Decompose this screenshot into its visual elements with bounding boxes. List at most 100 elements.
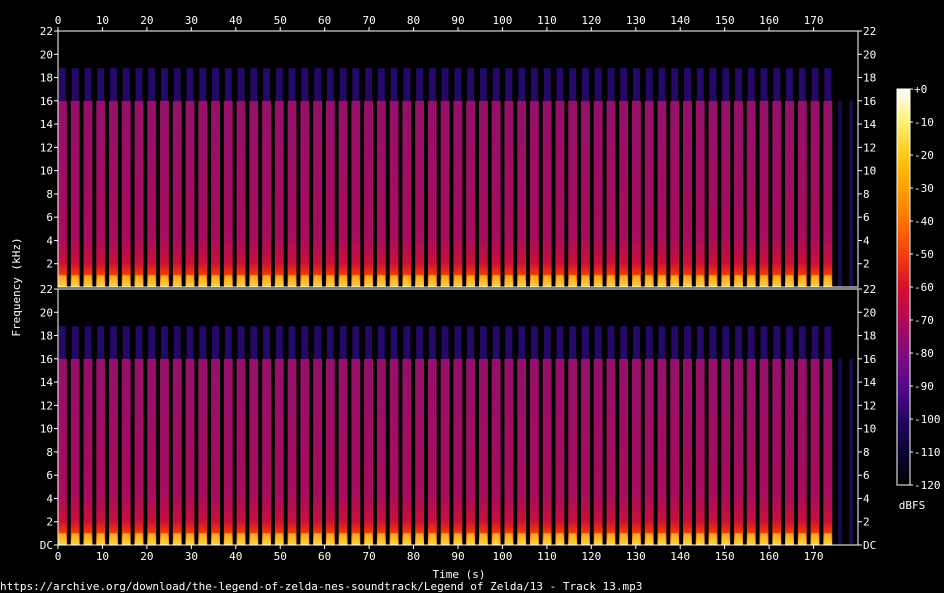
- pulse-upper-band: [122, 326, 130, 359]
- pulse-upper-band: [224, 68, 232, 101]
- pulse-upper-band: [798, 326, 806, 359]
- pulse-core: [709, 533, 717, 545]
- pulse-core: [288, 533, 296, 545]
- pulse-upper-band: [237, 326, 245, 359]
- x-tick-label-top: 120: [581, 14, 601, 27]
- pulse-upper-band: [709, 326, 717, 359]
- pulse-core: [786, 275, 793, 287]
- pulse: [83, 358, 93, 545]
- y-tick-label-left: 4: [46, 234, 53, 247]
- pulse-core: [543, 533, 551, 545]
- colorbar-tick-label: -100: [914, 413, 941, 426]
- pulse: [517, 100, 527, 288]
- colorbar-tick-label: +0: [914, 83, 927, 96]
- pulse-core: [824, 275, 832, 287]
- pulse: [708, 100, 718, 288]
- pulse-core: [352, 533, 360, 545]
- pulse: [427, 358, 437, 545]
- y-tick-label-right: 2: [863, 516, 870, 529]
- pulse: [338, 100, 348, 288]
- pulse: [555, 100, 565, 288]
- pulse-core: [735, 533, 742, 545]
- x-tick-label-bottom: 10: [96, 550, 109, 563]
- y-tick-label-left: 20: [40, 306, 53, 319]
- pulse: [491, 100, 501, 288]
- pulse-core: [543, 275, 551, 287]
- pulse-upper-band: [786, 68, 793, 101]
- pulse-core: [135, 533, 143, 545]
- pulse: [325, 100, 335, 288]
- colorbar-tick-label: -30: [914, 182, 934, 195]
- pulse-upper-band: [59, 326, 66, 359]
- pulse-upper-band: [212, 326, 219, 359]
- pulse-upper-band: [454, 326, 462, 359]
- pulse-upper-band: [786, 326, 793, 359]
- pulse-core: [556, 275, 564, 287]
- pulse-core: [786, 533, 793, 545]
- pulse-core: [377, 533, 385, 545]
- pulse-upper-band: [467, 68, 475, 101]
- y-tick-label-left: DC: [40, 539, 53, 552]
- pulse-core: [110, 275, 117, 287]
- pulse-upper-band: [84, 326, 92, 359]
- pulse: [619, 358, 629, 545]
- pulse-upper-band: [173, 68, 181, 101]
- pulse-core: [326, 533, 334, 545]
- x-tick-label-top: 150: [715, 14, 735, 27]
- pulse-core: [633, 533, 640, 545]
- x-tick-label-bottom: 110: [537, 550, 557, 563]
- pulse: [96, 358, 106, 545]
- pulse: [759, 100, 769, 288]
- pulse-upper-band: [773, 68, 781, 101]
- pulse: [223, 100, 233, 288]
- pulse-core: [186, 275, 194, 287]
- pulse-core: [416, 275, 424, 287]
- pulse-upper-band: [161, 326, 168, 359]
- pulse-core: [161, 275, 168, 287]
- pulse: [746, 358, 756, 545]
- pulse-upper-band: [811, 68, 819, 101]
- pulse: [427, 100, 437, 288]
- pulse-core: [314, 275, 321, 287]
- pulse-core: [645, 275, 653, 287]
- pulse: [300, 358, 310, 545]
- pulse: [746, 100, 756, 288]
- pulse-core: [518, 275, 526, 287]
- colorbar-tick-label: -110: [914, 446, 941, 459]
- pulse-upper-band: [543, 68, 551, 101]
- pulse: [466, 100, 476, 288]
- pulse-upper-band: [633, 68, 640, 101]
- pulse-core: [110, 533, 117, 545]
- pulse: [185, 358, 195, 545]
- pulse-upper-band: [288, 68, 296, 101]
- colorbar-tick-label: -70: [914, 314, 934, 327]
- pulse: [606, 100, 616, 288]
- pulse-core: [122, 533, 130, 545]
- pulse: [198, 358, 208, 545]
- pulse-upper-band: [735, 68, 742, 101]
- pulse-upper-band: [275, 326, 283, 359]
- pulse-core: [71, 533, 79, 545]
- pulse-upper-band: [161, 68, 168, 101]
- pulse: [402, 358, 412, 545]
- pulse-upper-band: [97, 68, 105, 101]
- x-axis-label: Time (s): [433, 568, 486, 581]
- pulse-upper-band: [492, 326, 500, 359]
- pulse: [70, 100, 80, 288]
- pulse-upper-band: [110, 326, 117, 359]
- pulse-upper-band: [97, 326, 105, 359]
- pulse-core: [479, 275, 487, 287]
- pulse-upper-band: [314, 326, 321, 359]
- pulse-upper-band: [135, 68, 143, 101]
- pulse-upper-band: [390, 68, 398, 101]
- pulse-upper-band: [224, 326, 232, 359]
- pulse: [785, 100, 794, 288]
- pulse-core: [747, 533, 755, 545]
- pulse-upper-band: [492, 68, 500, 101]
- channel-1-panel: [57, 30, 859, 288]
- pulse: [619, 100, 629, 288]
- y-tick-label-right: 22: [863, 283, 876, 296]
- pulse-core: [59, 533, 66, 545]
- x-tick-label-top: 110: [537, 14, 557, 27]
- pulse-upper-band: [824, 68, 832, 101]
